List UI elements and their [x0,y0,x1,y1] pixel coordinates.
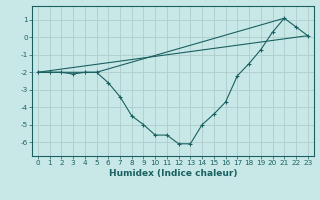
X-axis label: Humidex (Indice chaleur): Humidex (Indice chaleur) [108,169,237,178]
